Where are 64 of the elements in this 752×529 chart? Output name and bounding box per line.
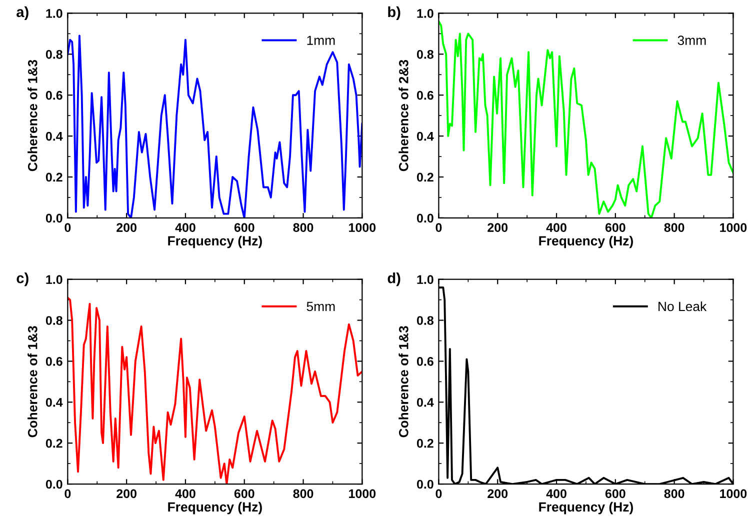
x-tick-label: 800 xyxy=(293,223,314,232)
y-tick-label: 0.0 xyxy=(416,214,434,223)
x-tick-label: 400 xyxy=(175,489,196,498)
y-tick-label: 0.6 xyxy=(416,90,434,100)
y-tick-label: 0.0 xyxy=(416,480,434,489)
y-tick-label: 0.2 xyxy=(416,438,434,448)
chart-title: a) xyxy=(16,6,28,20)
x-tick-label: 1000 xyxy=(720,223,747,232)
x-tick-label: 0 xyxy=(64,489,71,498)
y-tick-label: 0.4 xyxy=(416,132,434,141)
x-tick-label: 1000 xyxy=(349,223,376,232)
y-tick-label: 0.2 xyxy=(46,172,62,182)
x-tick-label: 400 xyxy=(546,223,566,232)
x-tick-label: 0 xyxy=(436,489,442,498)
x-tick-label: 800 xyxy=(664,489,684,498)
y-tick-label: 1.0 xyxy=(417,9,434,18)
legend-label: 5mm xyxy=(306,302,335,312)
y-tick-label: 0.2 xyxy=(46,438,62,448)
x-axis-title: Frequency (Hz) xyxy=(539,236,633,248)
x-tick-label: 200 xyxy=(116,489,136,498)
x-axis-title: Frequency (Hz) xyxy=(168,502,262,514)
legend-label: No Leak xyxy=(658,301,707,312)
chart-title: d) xyxy=(388,272,400,286)
y-tick-label: 1.0 xyxy=(46,9,62,18)
y-tick-label: 0.8 xyxy=(46,50,62,59)
y-axis-title: Coherence of 1&3 xyxy=(28,326,38,438)
x-tick-label: 0 xyxy=(64,223,71,232)
x-tick-label: 200 xyxy=(116,223,136,232)
y-tick-label: 0.8 xyxy=(416,50,434,59)
y-tick-label: 0.6 xyxy=(46,90,62,100)
y-tick-label: 0.8 xyxy=(46,316,62,325)
x-tick-label: 600 xyxy=(605,489,626,498)
x-tick-label: 1000 xyxy=(349,489,376,498)
y-tick-label: 0.6 xyxy=(416,357,434,366)
x-tick-label: 400 xyxy=(546,489,566,498)
x-tick-label: 800 xyxy=(293,489,314,498)
chart-title: c) xyxy=(16,272,28,286)
y-tick-label: 0.0 xyxy=(46,480,62,489)
x-axis-title: Frequency (Hz) xyxy=(168,236,262,248)
x-axis-title: Frequency (Hz) xyxy=(539,502,633,514)
y-tick-label: 0.4 xyxy=(416,398,434,407)
legend-label: 3mm xyxy=(678,36,706,46)
y-tick-label: 0.4 xyxy=(46,132,63,141)
y-tick-label: 0.8 xyxy=(416,316,434,325)
x-tick-label: 600 xyxy=(605,223,626,232)
y-axis-title: Coherence of 1&3 xyxy=(28,60,38,172)
y-tick-label: 0.6 xyxy=(46,357,62,366)
x-tick-label: 200 xyxy=(488,223,508,232)
y-tick-label: 1.0 xyxy=(417,275,434,284)
y-axis-title: Coherence of 1&3 xyxy=(398,326,408,438)
x-tick-label: 600 xyxy=(234,489,254,498)
x-tick-label: 200 xyxy=(488,489,508,498)
legend-label: 1mm xyxy=(307,36,335,45)
x-tick-label: 600 xyxy=(234,223,254,232)
y-tick-label: 1.0 xyxy=(46,275,62,284)
x-tick-label: 400 xyxy=(175,223,196,232)
x-tick-label: 0 xyxy=(436,223,442,232)
y-tick-label: 0.0 xyxy=(46,214,62,223)
y-axis-title: Coherence of 2&3 xyxy=(398,60,408,172)
y-tick-label: 0.2 xyxy=(416,172,434,182)
x-tick-label: 800 xyxy=(664,223,684,232)
chart-title: b) xyxy=(388,6,400,20)
y-tick-label: 0.4 xyxy=(46,398,63,407)
x-tick-label: 1000 xyxy=(720,489,747,498)
